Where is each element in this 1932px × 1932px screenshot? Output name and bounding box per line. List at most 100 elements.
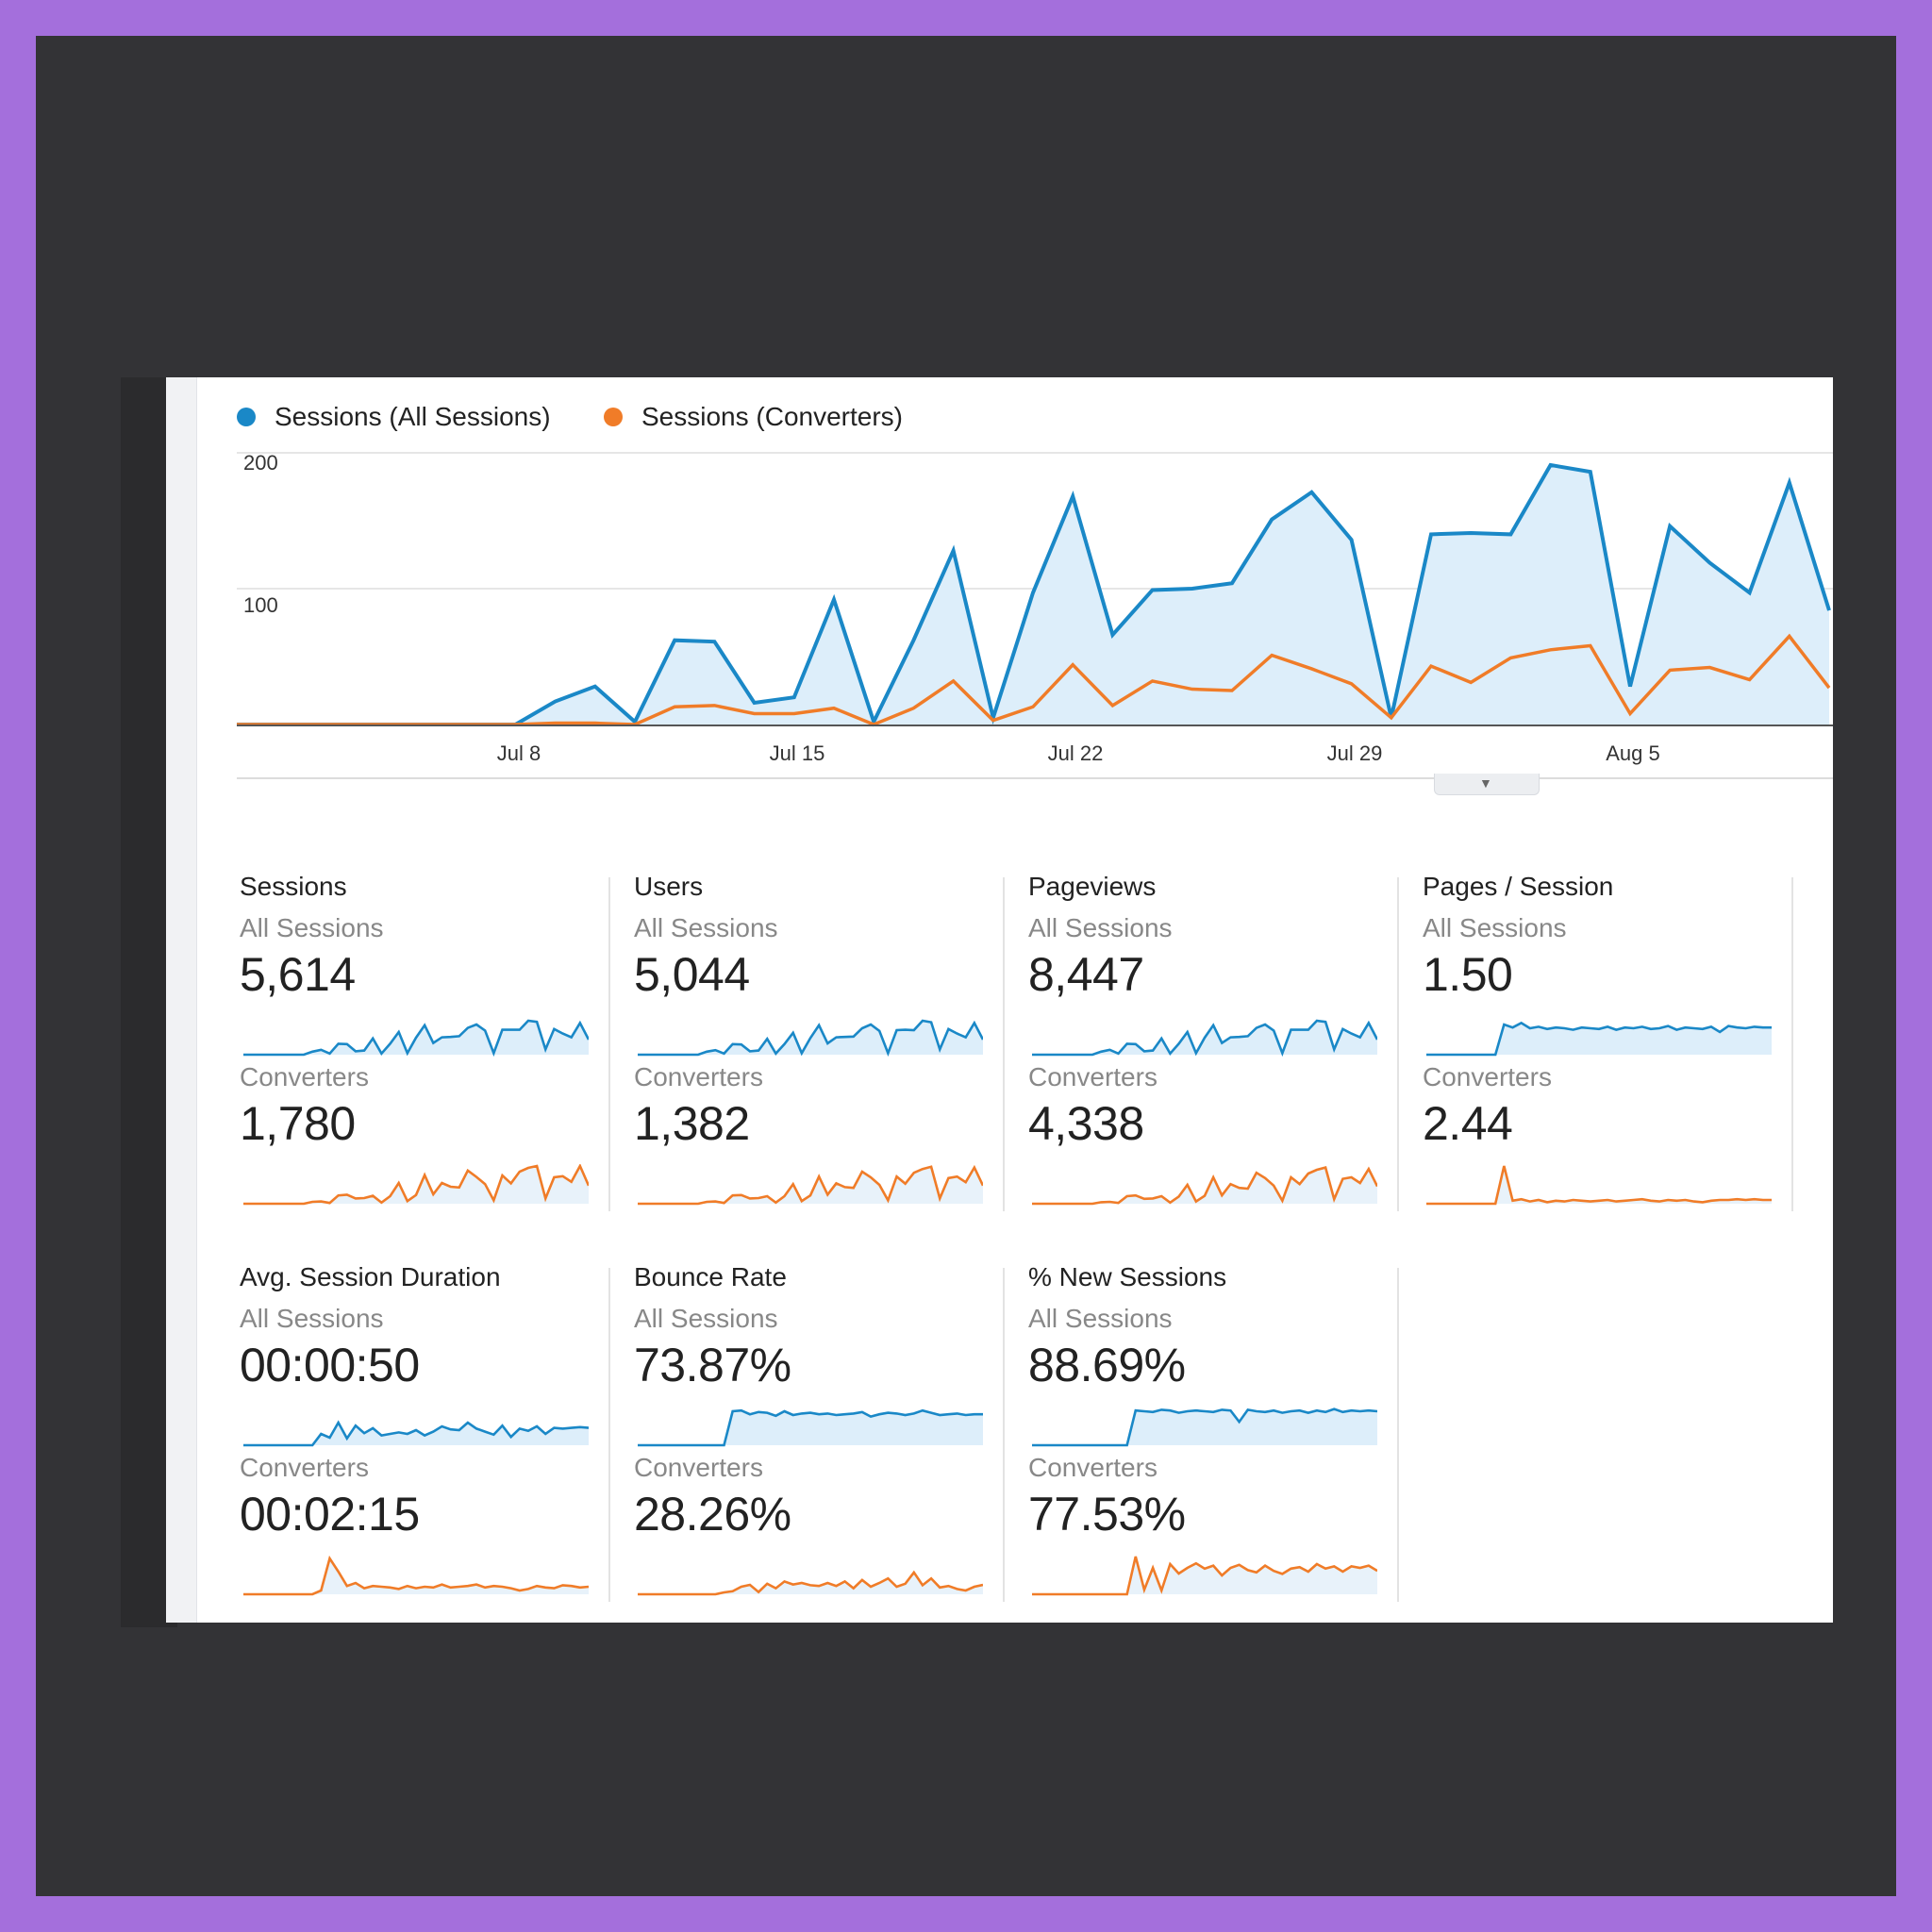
sparkline-converters-area <box>638 1572 983 1594</box>
metric-title: Pageviews <box>1028 872 1157 901</box>
card-divider <box>1397 877 1399 1211</box>
segment-label-converters: Converters <box>1028 1453 1158 1482</box>
legend-label-converters: Sessions (Converters) <box>641 402 903 431</box>
analytics-panel: Sessions (All Sessions) Sessions (Conver… <box>166 377 1833 1623</box>
chart-expand-handle[interactable]: ▼ <box>1434 774 1540 795</box>
metric-card-pages-per-session[interactable]: Pages / Session All Sessions 1.50 Converter… <box>1423 872 1800 1211</box>
sparkline-all-sessions <box>243 1420 589 1447</box>
metric-value-all-sessions: 5,614 <box>240 948 356 1001</box>
sparkline-converters <box>1426 1165 1772 1206</box>
sparkline-converters-line <box>1032 1166 1377 1206</box>
sparkline-converters <box>243 1164 589 1206</box>
segment-label-all-sessions: All Sessions <box>634 913 778 942</box>
segment-label-converters: Converters <box>240 1062 369 1091</box>
card-divider <box>608 1268 610 1602</box>
metric-card-avg-session-duration[interactable]: Avg. Session Duration All Sessions 00:00:5… <box>240 1262 617 1602</box>
sparkline-converters-area <box>1032 1557 1377 1594</box>
sparkline-all-sessions-area <box>638 1410 983 1445</box>
sparkline-all-sessions-area <box>1032 1408 1377 1445</box>
sparkline-all-sessions <box>243 1019 589 1057</box>
segment-label-all-sessions: All Sessions <box>1028 913 1173 942</box>
card-divider <box>1397 1268 1399 1602</box>
sparkline-converters <box>638 1570 983 1596</box>
sparkline-converters <box>1032 1556 1377 1596</box>
metric-card-users[interactable]: Users All Sessions 5,044 Converters 1,382 <box>634 872 1011 1211</box>
sparkline-all-sessions-line <box>243 1420 589 1447</box>
y-tick-label: 200 <box>243 451 278 475</box>
metric-value-all-sessions: 1.50 <box>1423 948 1513 1001</box>
metric-value-converters: 2.44 <box>1423 1097 1513 1150</box>
sparkline-converters-area <box>638 1166 983 1204</box>
chevron-down-icon: ▼ <box>1479 775 1492 791</box>
metric-title: Users <box>634 872 704 901</box>
sparkline-all-sessions-line <box>638 1019 983 1057</box>
card-divider <box>1791 877 1793 1211</box>
panel-left-edge <box>166 377 197 1623</box>
metric-title: Avg. Session Duration <box>240 1262 501 1291</box>
metric-title: Bounce Rate <box>634 1262 787 1291</box>
metric-value-all-sessions: 88.69% <box>1028 1339 1186 1391</box>
legend-dot-converters <box>604 407 623 426</box>
sparkline-all-sessions-line <box>638 1408 983 1447</box>
metric-value-all-sessions: 00:00:50 <box>240 1339 420 1391</box>
sparkline-all-sessions-line <box>1032 1019 1377 1057</box>
metric-value-all-sessions: 5,044 <box>634 948 750 1001</box>
segment-label-all-sessions: All Sessions <box>240 1304 384 1333</box>
sparkline-converters-area <box>243 1166 589 1204</box>
segment-label-converters: Converters <box>1028 1062 1158 1091</box>
x-tick-label: Jul 15 <box>769 741 825 765</box>
metric-card-sessions[interactable]: Sessions All Sessions 5,614 Converters 1,780 <box>240 872 617 1211</box>
sparkline-all-sessions-area <box>1426 1023 1772 1055</box>
metric-card-new-sessions[interactable]: % New Sessions All Sessions 88.69% Converte… <box>1028 1262 1406 1602</box>
image-background: Sessions (All Sessions) Sessions (Conver… <box>36 36 1896 1896</box>
segment-label-converters: Converters <box>1423 1062 1552 1091</box>
metric-value-converters: 4,338 <box>1028 1097 1144 1150</box>
sparkline-converters-area <box>1426 1166 1772 1204</box>
metric-title: Sessions <box>240 872 347 901</box>
metric-value-all-sessions: 8,447 <box>1028 948 1144 1001</box>
x-tick-label: Aug 5 <box>1606 741 1660 765</box>
sparkline-converters <box>243 1555 589 1596</box>
sparkline-all-sessions <box>638 1019 983 1057</box>
x-tick-label: Jul 8 <box>496 741 541 765</box>
sparkline-converters-line <box>243 1555 589 1596</box>
metric-card-bounce-rate[interactable]: Bounce Rate All Sessions 73.87% Converters 2… <box>634 1262 1011 1602</box>
segment-label-converters: Converters <box>240 1453 369 1482</box>
sparkline-all-sessions-area <box>243 1423 589 1445</box>
x-tick-label: Jul 29 <box>1326 741 1383 765</box>
sparkline-converters-line <box>243 1164 589 1206</box>
segment-label-all-sessions: All Sessions <box>240 913 384 942</box>
sparkline-converters-line <box>638 1164 983 1206</box>
metric-card-pageviews[interactable]: Pageviews All Sessions 8,447 Converters 4,33… <box>1028 872 1406 1211</box>
metric-value-converters: 00:02:15 <box>240 1488 420 1541</box>
legend-dot-all-sessions <box>237 407 256 426</box>
legend-item-converters[interactable]: Sessions (Converters) <box>604 402 903 432</box>
segment-label-all-sessions: All Sessions <box>1028 1304 1173 1333</box>
sparkline-converters-area <box>1032 1167 1377 1204</box>
card-divider <box>1003 1268 1005 1602</box>
card-divider <box>1003 877 1005 1211</box>
sessions-line-chart[interactable] <box>237 443 1833 783</box>
metric-value-all-sessions: 73.87% <box>634 1339 791 1391</box>
sparkline-converters-area <box>243 1558 589 1594</box>
segment-label-all-sessions: All Sessions <box>634 1304 778 1333</box>
sparkline-all-sessions-line <box>1032 1407 1377 1447</box>
sparkline-all-sessions-line <box>1426 1021 1772 1057</box>
sparkline-converters-line <box>1032 1556 1377 1596</box>
metric-value-converters: 1,382 <box>634 1097 750 1150</box>
sparkline-converters-line <box>638 1570 983 1596</box>
metric-value-converters: 1,780 <box>240 1097 356 1150</box>
legend-item-all-sessions[interactable]: Sessions (All Sessions) <box>237 402 551 432</box>
metric-title: Pages / Session <box>1423 872 1614 901</box>
sparkline-all-sessions-line <box>243 1019 589 1057</box>
card-divider <box>608 877 610 1211</box>
sparkline-converters <box>638 1164 983 1206</box>
segment-label-converters: Converters <box>634 1062 763 1091</box>
sparkline-all-sessions <box>1032 1019 1377 1057</box>
sparkline-all-sessions <box>1426 1021 1772 1057</box>
segment-label-converters: Converters <box>634 1453 763 1482</box>
sparkline-converters <box>1032 1166 1377 1206</box>
segment-label-all-sessions: All Sessions <box>1423 913 1567 942</box>
metric-value-converters: 28.26% <box>634 1488 791 1541</box>
x-tick-label: Jul 22 <box>1047 741 1104 765</box>
